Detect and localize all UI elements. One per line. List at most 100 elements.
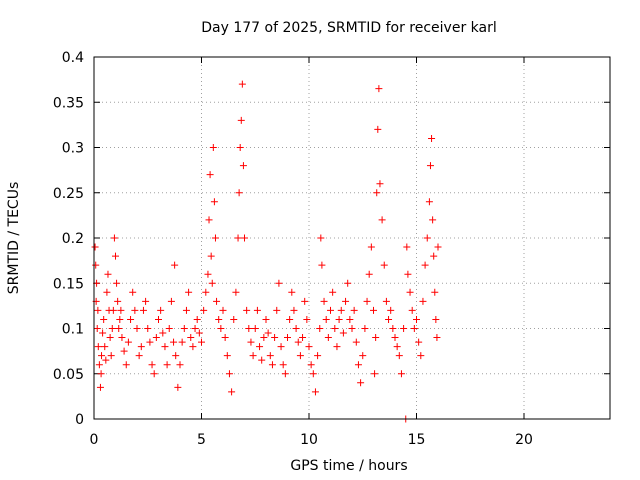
data-point	[264, 329, 272, 337]
data-point	[155, 315, 162, 323]
data-point	[260, 334, 268, 342]
data-point	[163, 361, 171, 369]
data-point	[217, 325, 225, 332]
data-point	[333, 343, 341, 351]
y-tick-label: 0.3	[62, 141, 84, 157]
data-point	[432, 315, 440, 323]
data-point	[225, 370, 233, 378]
data-point	[187, 334, 195, 342]
data-point	[253, 306, 261, 314]
data-point	[273, 306, 281, 314]
data-point	[109, 306, 117, 314]
data-point	[113, 279, 121, 287]
data-point	[339, 329, 347, 337]
data-point	[387, 306, 395, 314]
data-point	[406, 288, 414, 296]
data-point	[108, 325, 116, 332]
data-point	[191, 325, 199, 332]
data-point	[96, 383, 104, 391]
data-point	[367, 243, 375, 251]
data-point	[228, 388, 236, 396]
data-point	[170, 338, 178, 346]
data-point	[100, 315, 108, 323]
data-point	[327, 306, 334, 314]
data-point	[296, 352, 304, 360]
data-point	[288, 288, 296, 296]
data-point	[171, 261, 179, 269]
y-tick-label: 0.05	[53, 367, 84, 383]
data-point	[361, 325, 369, 332]
data-point	[322, 315, 330, 323]
data-point	[219, 306, 227, 314]
data-point	[284, 334, 291, 342]
data-point	[210, 198, 218, 206]
data-point	[331, 325, 339, 332]
data-point	[370, 306, 377, 314]
data-point	[106, 334, 114, 342]
data-point	[348, 325, 356, 332]
data-point	[376, 180, 384, 188]
data-point	[391, 334, 399, 342]
data-point	[342, 297, 350, 305]
data-point	[189, 343, 197, 351]
data-point	[107, 352, 115, 360]
y-tick-label: 0	[75, 412, 84, 428]
data-point	[95, 361, 103, 369]
data-point	[395, 352, 403, 360]
data-point	[241, 234, 248, 242]
grid-lines	[94, 57, 610, 419]
data-point	[419, 297, 427, 305]
data-point	[195, 329, 203, 337]
data-point	[92, 261, 100, 269]
data-point	[365, 270, 373, 278]
data-point	[329, 288, 337, 296]
data-point	[268, 361, 276, 369]
data-point	[378, 216, 386, 224]
data-point	[417, 352, 425, 360]
data-point	[408, 306, 416, 314]
data-point	[174, 383, 182, 391]
data-point	[303, 315, 311, 323]
data-point	[167, 297, 175, 305]
data-point	[118, 334, 126, 342]
data-point	[204, 270, 212, 278]
data-point	[142, 297, 150, 305]
data-point	[309, 370, 317, 378]
data-point	[157, 306, 165, 314]
data-point	[433, 334, 441, 342]
data-point	[350, 306, 358, 314]
data-point	[294, 338, 302, 346]
data-point	[305, 343, 313, 351]
data-point	[239, 162, 247, 170]
data-point	[215, 315, 223, 323]
data-point	[371, 370, 379, 378]
data-point	[127, 315, 135, 323]
data-point	[236, 144, 244, 151]
data-point	[209, 144, 217, 151]
data-point	[144, 325, 152, 332]
axis-ticks	[93, 56, 610, 420]
data-point	[94, 343, 102, 351]
data-point	[211, 234, 219, 242]
data-point	[129, 288, 137, 296]
data-point	[380, 261, 388, 269]
data-point	[180, 325, 188, 332]
data-point	[413, 315, 420, 323]
data-point	[131, 306, 139, 314]
data-point	[103, 288, 111, 296]
y-tick-label: 0.1	[62, 322, 84, 338]
data-point	[135, 352, 143, 360]
y-tick-label: 0.2	[62, 231, 84, 247]
data-point	[207, 252, 215, 260]
data-point	[337, 306, 345, 314]
x-tick-label: 5	[197, 432, 206, 448]
data-point	[172, 352, 180, 360]
data-point	[281, 370, 289, 378]
data-point	[161, 343, 169, 351]
data-point	[354, 361, 362, 369]
data-point	[102, 356, 110, 364]
data-point	[421, 261, 429, 269]
data-point	[271, 334, 279, 342]
data-point	[428, 134, 436, 142]
data-point	[400, 325, 408, 332]
